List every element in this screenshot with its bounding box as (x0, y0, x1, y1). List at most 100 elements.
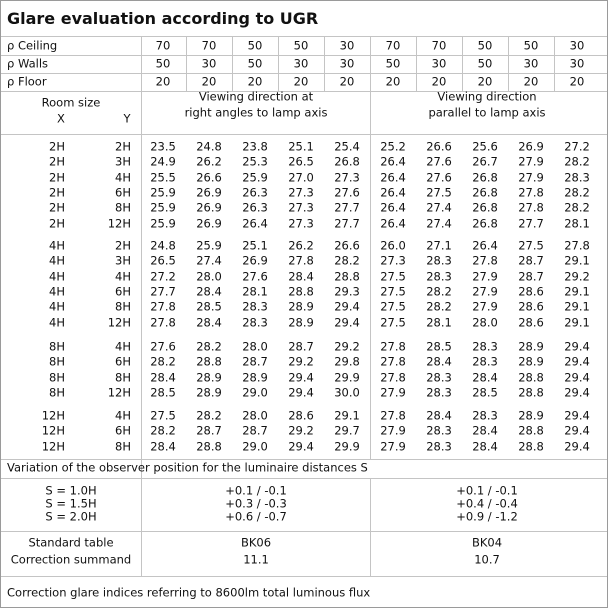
ugr-value: 28.9 (518, 408, 544, 423)
ugr-value: 28.8 (518, 369, 544, 384)
ugr-value: 25.2 (380, 139, 406, 154)
reflectance-value: 20 (247, 74, 263, 89)
ugr-value: 28.8 (196, 354, 222, 369)
ugr-value: 26.8 (472, 185, 498, 200)
ugr-value: 27.9 (380, 423, 406, 438)
room-x: 12H (41, 423, 65, 438)
ugr-value: 28.3 (426, 438, 452, 453)
ugr-value: 29.1 (564, 253, 590, 268)
reflectance-value: 20 (293, 74, 309, 89)
header-x: X (57, 111, 65, 126)
room-y: 3H (115, 253, 131, 268)
room-x: 2H (49, 154, 65, 169)
ugr-value: 28.2 (564, 185, 590, 200)
room-y: 8H (115, 438, 131, 453)
ugr-value: 28.3 (426, 423, 452, 438)
ugr-value: 25.3 (242, 154, 268, 169)
room-x: 8H (49, 354, 65, 369)
ugr-value: 29.2 (288, 354, 314, 369)
standard-table-perpendicular: BK06 (240, 535, 272, 550)
ugr-value: 24.8 (196, 139, 222, 154)
ugr-value: 27.9 (518, 154, 544, 169)
ugr-value: 28.8 (288, 284, 314, 299)
header-parallel: parallel to lamp axis (428, 105, 546, 120)
reflectance-value: 70 (155, 38, 171, 53)
ugr-value: 28.3 (472, 408, 498, 423)
reflectance-value: 30 (569, 38, 585, 53)
room-y: 4H (115, 169, 131, 184)
ugr-value: 28.3 (426, 369, 452, 384)
ugr-value: 28.2 (334, 253, 360, 268)
ugr-value: 26.4 (472, 238, 498, 253)
ugr-value: 28.8 (518, 438, 544, 453)
room-x: 2H (49, 200, 65, 215)
ugr-value: 28.8 (518, 423, 544, 438)
rule (462, 36, 463, 91)
room-y: 2H (115, 139, 131, 154)
ugr-value: 26.4 (380, 200, 406, 215)
reflectance-label: ρ Floor (7, 74, 47, 89)
ugr-value: 28.2 (426, 284, 452, 299)
ugr-value: 28.5 (426, 339, 452, 354)
ugr-value: 23.8 (242, 139, 268, 154)
ugr-value: 29.1 (334, 408, 360, 423)
ugr-value: 28.0 (196, 268, 222, 283)
reflectance-value: 70 (201, 38, 217, 53)
ugr-value: 29.4 (564, 423, 590, 438)
ugr-value: 28.5 (196, 299, 222, 314)
ugr-value: 25.9 (196, 238, 222, 253)
variation-parallel: +0.1 / -0.1 (456, 483, 518, 498)
ugr-value: 28.9 (518, 339, 544, 354)
rule (1, 531, 607, 532)
ugr-value: 28.3 (564, 169, 590, 184)
ugr-value: 27.8 (380, 408, 406, 423)
ugr-value: 26.8 (472, 215, 498, 230)
ugr-value: 27.2 (564, 139, 590, 154)
reflectance-value: 20 (431, 74, 447, 89)
reflectance-value: 70 (431, 38, 447, 53)
ugr-value: 27.5 (150, 408, 176, 423)
room-x: 4H (49, 299, 65, 314)
ugr-value: 27.6 (426, 154, 452, 169)
room-x: 4H (49, 238, 65, 253)
ugr-value: 26.8 (472, 200, 498, 215)
rule (186, 36, 187, 91)
rule (370, 478, 371, 576)
ugr-value: 28.4 (426, 408, 452, 423)
ugr-value: 27.8 (288, 253, 314, 268)
ugr-value: 29.4 (564, 339, 590, 354)
ugr-value: 28.8 (334, 268, 360, 283)
ugr-value: 26.9 (196, 185, 222, 200)
ugr-value: 27.9 (380, 438, 406, 453)
reflectance-value: 30 (523, 56, 539, 71)
ugr-value: 25.6 (472, 139, 498, 154)
ugr-value: 27.8 (472, 253, 498, 268)
ugr-value: 28.4 (150, 369, 176, 384)
ugr-value: 29.4 (288, 369, 314, 384)
header-perpendicular: Viewing direction at (198, 89, 314, 104)
ugr-value: 28.4 (472, 369, 498, 384)
ugr-value: 27.0 (288, 169, 314, 184)
ugr-value: 28.3 (472, 339, 498, 354)
standard-table-parallel: BK04 (471, 535, 503, 550)
room-y: 3H (115, 154, 131, 169)
ugr-value: 26.6 (334, 238, 360, 253)
ugr-value: 28.9 (288, 314, 314, 329)
correction-summand-parallel: 10.7 (474, 552, 500, 567)
ugr-value: 28.7 (242, 354, 268, 369)
ugr-value: 28.9 (288, 299, 314, 314)
ugr-value: 29.4 (334, 299, 360, 314)
ugr-value: 28.6 (518, 299, 544, 314)
standard-table-label: Standard table (28, 535, 114, 550)
ugr-value: 26.9 (196, 215, 222, 230)
reflectance-value: 50 (247, 38, 263, 53)
reflectance-value: 30 (569, 56, 585, 71)
reflectance-value: 50 (247, 56, 263, 71)
reflectance-value: 50 (523, 38, 539, 53)
reflectance-value: 70 (385, 38, 401, 53)
ugr-value: 29.8 (334, 354, 360, 369)
ugr-value: 27.3 (288, 215, 314, 230)
ugr-value: 28.6 (518, 314, 544, 329)
ugr-value: 26.8 (472, 169, 498, 184)
rule (370, 36, 371, 459)
